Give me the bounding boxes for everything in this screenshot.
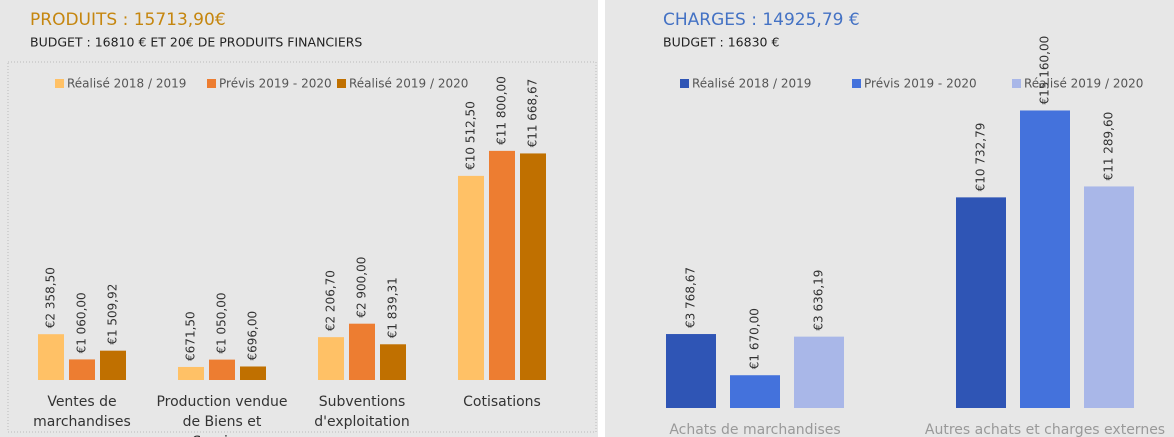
label-line: Production vendue [156,394,287,410]
x-tick-label: Autres achats et charges externes [925,422,1165,437]
bar [520,153,546,380]
legend-swatch [55,79,64,88]
x-tick-label: Achats de marchandises [669,422,840,437]
chart-subtitle: BUDGET : 16810 € ET 20€ DE PRODUITS FINA… [30,35,362,50]
bar [209,359,235,380]
value-label: €11 289,60 [1102,112,1116,181]
value-label: €2 900,00 [355,257,369,318]
chart-title: CHARGES : 14925,79 € [663,10,860,30]
legend-swatch [852,79,861,88]
chart-title: PRODUITS : 15713,90€ [30,10,226,30]
legend-swatch [337,79,346,88]
label-line: Ventes de [47,394,116,410]
bar [1020,110,1070,409]
value-label: €15 160,00 [1038,36,1052,105]
label-line: Cotisations [463,394,541,410]
value-label: €3 636,19 [812,270,826,331]
bar [100,350,126,380]
value-label: €671,50 [184,311,198,361]
legend-swatch [207,79,216,88]
value-label: €1 839,31 [386,277,400,338]
legend-label: Réalisé 2019 / 2020 [349,77,468,91]
legend-label: Prévis 2019 - 2020 [219,77,332,91]
x-tick-label: Cotisations [463,394,541,410]
legend-label: Réalisé 2018 / 2019 [67,77,186,91]
value-label: €10 732,79 [974,123,988,192]
label-line: de Biens et [183,414,262,430]
bar [730,375,780,408]
label-line: d'exploitation [314,414,410,430]
value-label: €696,00 [246,311,260,361]
bar [794,336,844,408]
value-label: €1 670,00 [748,308,762,369]
x-tick-label: Subventions d'exploitation [314,394,410,430]
value-label: €2 206,70 [324,270,338,331]
legend-swatch [1012,79,1021,88]
plot-border [7,61,597,433]
label-line: marchandises [33,414,131,430]
value-label: €1 050,00 [215,293,229,354]
value-label: €3 768,67 [684,267,698,328]
value-label: €1 509,92 [106,284,120,345]
bar [69,359,95,380]
label-line: Autres achats et charges externes [925,422,1165,437]
bar [178,366,204,380]
bar [458,175,484,380]
value-label: €2 358,50 [44,267,58,328]
value-label: €11 800,00 [495,76,509,145]
bar [318,337,344,380]
bar [666,334,716,408]
value-label: €11 668,67 [526,79,540,148]
bar [489,150,515,380]
bar [38,334,64,380]
bar [956,197,1006,408]
bar [349,323,375,380]
value-label: €10 512,50 [464,101,478,170]
x-tick-label: Production vendue de Biens et Services [156,394,287,437]
value-label: €1 060,00 [75,292,89,353]
legend-label: Prévis 2019 - 2020 [864,77,977,91]
label-line: Services [192,434,251,437]
bar [1084,186,1134,408]
label-line: Achats de marchandises [669,422,840,437]
label-line: Subventions [319,394,406,410]
legend-label: Réalisé 2018 / 2019 [692,77,811,91]
legend-label: Réalisé 2019 / 2020 [1024,77,1143,91]
bar [380,344,406,380]
bar [240,366,266,380]
x-tick-label: Ventes de marchandises [33,394,131,430]
chart-subtitle: BUDGET : 16830 € [663,35,779,50]
legend-swatch [680,79,689,88]
